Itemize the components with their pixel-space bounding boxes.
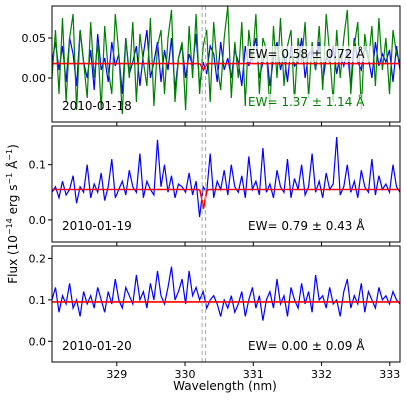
ew-annotation-bg <box>246 46 372 62</box>
series-line-1 <box>52 136 400 218</box>
panel-middle: 0.0 0.1 2010-01-19 EW= 0.79 ± 0.43 Å <box>29 125 401 246</box>
y-tick-label: 0.0 <box>29 214 47 227</box>
continuum-fit-line <box>52 62 400 72</box>
panel-frame <box>51 5 401 123</box>
x-tick-label: 329 <box>106 368 127 381</box>
continuum-fit-line <box>52 188 400 209</box>
panel-top: 0.00 0.05 2010-01-18 EW= 0.58 ± 0.72 Å EW= 1… <box>22 5 401 126</box>
ew-annotation: EW= 1.37 ± 1.14 Å <box>248 94 365 109</box>
ew-annotation-bg <box>246 94 372 110</box>
x-tick-label: 333 <box>379 368 400 381</box>
y-tick-label: 0.0 <box>29 335 47 348</box>
y-tick-label: 0.00 <box>22 72 47 85</box>
plot-area <box>52 246 400 362</box>
y-tick-label: 0.2 <box>29 252 47 265</box>
ew-annotation: EW= 0.58 ± 0.72 Å <box>248 46 365 61</box>
plot-area <box>52 126 400 242</box>
panel-bottom: 0.0 0.1 0.2 329 330 331 332 333 2010-01-20 EW= 0.… <box>29 245 401 381</box>
x-tick-label: 330 <box>175 368 196 381</box>
x-tick-label: 331 <box>243 368 264 381</box>
ew-annotation: EW= 0.79 ± 0.43 Å <box>248 218 365 233</box>
y-tick-label: 0.05 <box>22 32 47 45</box>
ew-annotation: EW= 0.00 ± 0.09 Å <box>248 338 365 353</box>
x-tick-label: 332 <box>311 368 332 381</box>
y-tick-label: 0.1 <box>29 159 47 172</box>
series-line-1 <box>52 266 400 321</box>
y-tick-label: 0.1 <box>29 294 47 307</box>
date-label: 2010-01-20 <box>62 339 132 353</box>
x-axis-label: Wavelength (nm) <box>173 379 277 393</box>
panel-frame <box>51 125 401 243</box>
y-axis-label: Flux (10−14 erg s−1 Å−1) <box>5 144 20 284</box>
panel-frame <box>51 245 401 363</box>
date-label: 2010-01-19 <box>62 219 132 233</box>
date-label: 2010-01-18 <box>62 99 132 113</box>
